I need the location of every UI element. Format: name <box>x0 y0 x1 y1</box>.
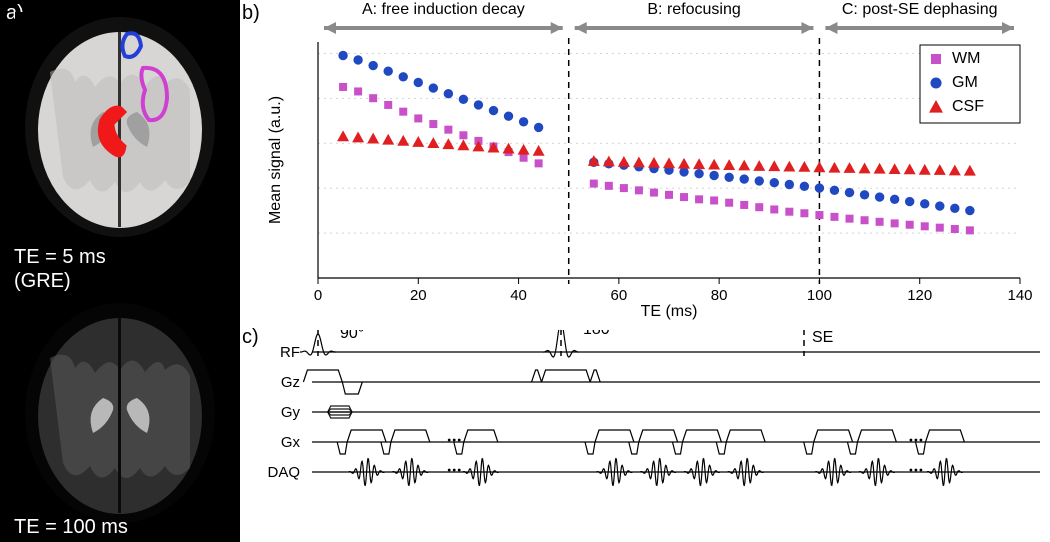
y-axis-label: Mean signal (a.u.) <box>267 96 284 224</box>
legend-item: CSF <box>952 98 984 115</box>
te-top-label-1: TE = 5 ms <box>14 246 106 269</box>
panel-c: RF Gz Gy Gx DAQ 90° 180° SE <box>260 330 1040 540</box>
x-tick: 140 <box>1007 287 1032 304</box>
channel-label: DAQ <box>267 464 300 481</box>
x-tick: 0 <box>314 287 322 304</box>
x-tick: 60 <box>611 287 628 304</box>
legend-item: WM <box>952 50 980 67</box>
brain-image-se <box>15 298 225 528</box>
se-label: SE <box>812 330 833 346</box>
channel-label: Gy <box>281 404 301 421</box>
x-tick: 40 <box>510 287 527 304</box>
region-title: C: post-SE dephasing <box>842 1 998 18</box>
channel-label: Gx <box>281 434 301 451</box>
x-tick: 100 <box>807 287 832 304</box>
panel-b: A: free induction decay B: refocusing C: p… <box>260 0 1040 320</box>
figure-root: a) <box>0 0 1050 542</box>
brain-image-gre <box>15 12 225 242</box>
x-tick: 120 <box>907 287 932 304</box>
pulse-sequence-diagram: RF Gz Gy Gx DAQ 90° 180° SE <box>260 330 1040 540</box>
te-top-label-2: (GRE) <box>14 270 71 293</box>
channel-label: Gz <box>281 374 300 391</box>
panel-b-label: b) <box>242 2 260 25</box>
legend-item: GM <box>952 74 978 91</box>
channel-label: RF <box>280 344 300 361</box>
x-tick: 20 <box>410 287 427 304</box>
region-title: A: free induction decay <box>362 1 525 18</box>
rf-90-label: 90° <box>340 330 364 342</box>
x-tick: 80 <box>711 287 728 304</box>
rf-180-label: 180° <box>583 330 616 338</box>
panel-a: a) <box>0 0 240 542</box>
panel-c-label: c) <box>242 326 259 349</box>
signal-chart: A: free induction decay B: refocusing C: p… <box>260 0 1040 320</box>
x-axis-label: TE (ms) <box>641 303 698 320</box>
region-title: B: refocusing <box>647 1 740 18</box>
te-bot-label: TE = 100 ms <box>14 516 128 539</box>
